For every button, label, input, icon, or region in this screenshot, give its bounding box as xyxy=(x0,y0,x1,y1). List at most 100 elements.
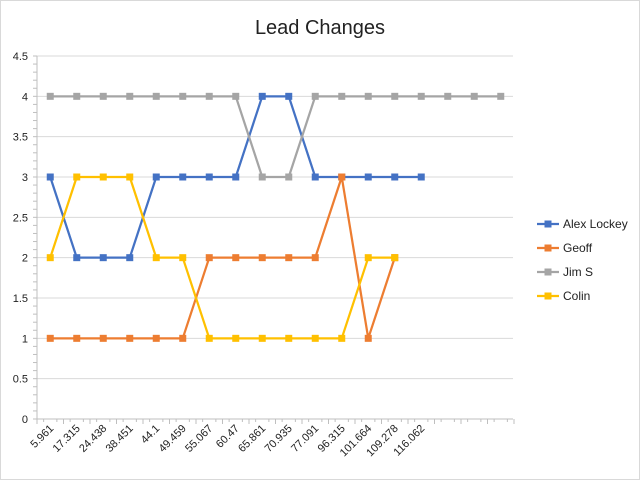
x-tick-label: 70.935 xyxy=(263,423,295,455)
data-point xyxy=(232,173,240,181)
legend-label: Geoff xyxy=(563,241,593,255)
legend-item: Jim S xyxy=(537,265,593,279)
data-point xyxy=(99,254,107,262)
data-point xyxy=(285,254,293,262)
x-tick-label: 38.451 xyxy=(104,423,136,455)
data-point xyxy=(232,92,240,100)
data-point xyxy=(126,254,134,262)
legend-label: Alex Lockey xyxy=(563,217,628,231)
y-tick-label: 0 xyxy=(22,414,28,426)
data-point xyxy=(285,92,293,100)
y-tick-label: 3 xyxy=(22,172,28,184)
data-point xyxy=(258,334,266,342)
gridlines xyxy=(37,55,513,380)
series-line xyxy=(49,175,395,340)
x-tick-label: 65.861 xyxy=(236,423,268,455)
data-point xyxy=(417,92,425,100)
y-tick-label: 2.5 xyxy=(13,212,28,224)
y-tick-label: 3.5 xyxy=(13,132,28,144)
y-tick-label: 2 xyxy=(22,253,28,265)
series-2 xyxy=(46,92,505,181)
legend-label: Colin xyxy=(563,289,590,303)
data-point xyxy=(205,254,213,262)
data-point xyxy=(391,92,399,100)
data-point xyxy=(364,173,372,181)
data-point xyxy=(126,92,134,100)
data-point xyxy=(311,334,319,342)
legend-marker xyxy=(544,292,552,300)
data-point xyxy=(258,173,266,181)
y-tick-label: 0.5 xyxy=(13,374,28,386)
data-point xyxy=(73,92,81,100)
data-point xyxy=(285,334,293,342)
series-line xyxy=(50,95,501,179)
legend-item: Geoff xyxy=(537,241,593,255)
data-point xyxy=(311,254,319,262)
data-point xyxy=(391,173,399,181)
y-tick-label: 4.5 xyxy=(13,51,28,63)
data-point xyxy=(99,334,107,342)
data-point xyxy=(73,334,81,342)
y-tick-label: 1.5 xyxy=(13,293,28,305)
data-point xyxy=(364,92,372,100)
series-line xyxy=(50,175,396,340)
legend-item: Colin xyxy=(537,289,590,303)
y-tick-label: 1 xyxy=(22,333,28,345)
x-tick-label: 17.315 xyxy=(51,423,83,455)
data-point xyxy=(232,334,240,342)
data-point xyxy=(126,173,134,181)
data-point xyxy=(364,334,372,342)
legend-marker xyxy=(544,244,552,252)
data-point xyxy=(470,92,478,100)
data-point xyxy=(258,254,266,262)
data-point xyxy=(205,92,213,100)
data-point xyxy=(205,334,213,342)
x-tick-label: 49.459 xyxy=(157,423,189,455)
data-point xyxy=(311,173,319,181)
data-point xyxy=(338,92,346,100)
y-tick-label: 4 xyxy=(22,91,28,103)
series-3 xyxy=(46,173,399,342)
data-point xyxy=(73,254,81,262)
data-point xyxy=(338,173,346,181)
data-point xyxy=(46,173,54,181)
data-point xyxy=(126,334,134,342)
legend-marker xyxy=(544,268,552,276)
data-point xyxy=(417,173,425,181)
data-point xyxy=(46,254,54,262)
data-point xyxy=(258,92,266,100)
data-point xyxy=(99,92,107,100)
data-point xyxy=(391,254,399,262)
data-point xyxy=(99,173,107,181)
x-tick-label: 44.1 xyxy=(139,423,163,447)
data-point xyxy=(46,334,54,342)
data-point xyxy=(497,92,505,100)
data-point xyxy=(205,173,213,181)
x-tick-label: 55.067 xyxy=(183,423,215,455)
data-point xyxy=(152,254,160,262)
x-tick-label: 77.091 xyxy=(289,423,321,455)
series-lines xyxy=(46,92,505,342)
data-point xyxy=(232,254,240,262)
data-point xyxy=(73,173,81,181)
y-axis: 0 0.5 1 1.5 2 2.5 3 3.5 4 4.5 xyxy=(13,51,38,426)
data-point xyxy=(338,334,346,342)
data-point xyxy=(179,173,187,181)
legend: Alex Lockey Geoff Jim S Colin xyxy=(537,217,628,303)
x-tick-label: 24.438 xyxy=(77,423,109,455)
legend-item: Alex Lockey xyxy=(537,217,628,231)
legend-marker xyxy=(544,220,552,228)
data-point xyxy=(152,334,160,342)
data-point xyxy=(152,92,160,100)
data-point xyxy=(179,334,187,342)
data-point xyxy=(285,173,293,181)
data-point xyxy=(46,92,54,100)
legend-label: Jim S xyxy=(563,265,593,279)
data-point xyxy=(179,92,187,100)
data-point xyxy=(444,92,452,100)
data-point xyxy=(179,254,187,262)
data-point xyxy=(311,92,319,100)
data-point xyxy=(152,173,160,181)
